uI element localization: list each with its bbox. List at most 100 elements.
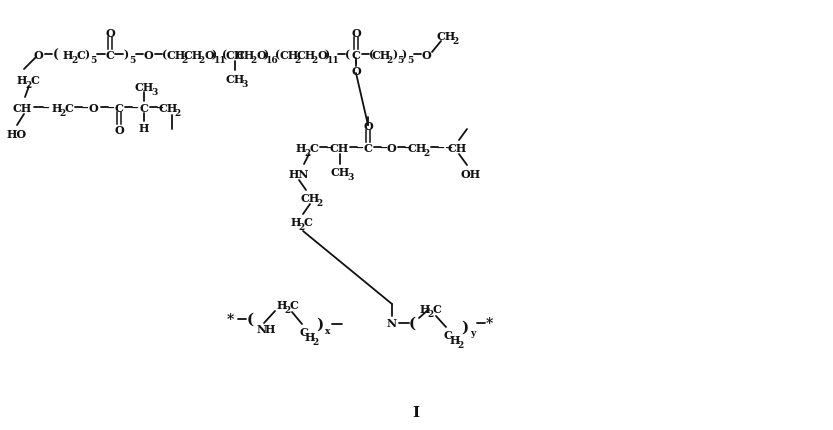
Text: CH: CH xyxy=(158,102,177,113)
Text: 2: 2 xyxy=(26,80,32,89)
Text: H: H xyxy=(62,49,73,60)
Text: H: H xyxy=(139,122,149,133)
Text: O: O xyxy=(204,49,214,60)
Text: HN: HN xyxy=(289,168,309,179)
Text: ): ) xyxy=(461,320,469,334)
Text: C: C xyxy=(140,102,148,113)
Text: OH: OH xyxy=(461,168,481,179)
Text: y: y xyxy=(471,329,476,338)
Text: −: − xyxy=(445,143,453,152)
Text: CH: CH xyxy=(372,49,391,60)
Text: −: − xyxy=(404,143,412,152)
Text: ): ) xyxy=(123,49,128,60)
Text: O: O xyxy=(421,49,431,60)
Text: 16: 16 xyxy=(266,55,278,64)
Text: (: ( xyxy=(276,49,281,60)
Text: −: − xyxy=(42,103,50,112)
Text: H: H xyxy=(291,217,302,228)
Text: HO: HO xyxy=(7,128,27,139)
Text: CH: CH xyxy=(167,49,186,60)
Text: 2: 2 xyxy=(424,148,430,157)
Text: 2: 2 xyxy=(295,55,301,64)
Text: I: I xyxy=(412,405,420,419)
Text: C: C xyxy=(443,330,452,341)
Text: O: O xyxy=(352,28,361,38)
Text: x: x xyxy=(326,327,331,336)
Text: CH: CH xyxy=(279,49,298,60)
Text: 2: 2 xyxy=(458,341,464,350)
Text: (: ( xyxy=(369,49,375,60)
Text: ): ) xyxy=(212,49,217,60)
Text: ): ) xyxy=(263,49,268,60)
Text: (: ( xyxy=(346,49,351,60)
Text: O: O xyxy=(114,125,124,136)
Text: H: H xyxy=(52,102,62,113)
Text: C: C xyxy=(432,304,441,315)
Text: C: C xyxy=(65,102,73,113)
Text: C: C xyxy=(31,74,39,85)
Text: CH: CH xyxy=(226,74,245,84)
Text: H: H xyxy=(17,74,27,85)
Text: ): ) xyxy=(317,317,324,331)
Text: −: − xyxy=(356,143,364,152)
Text: CH: CH xyxy=(329,142,349,153)
Text: C: C xyxy=(363,142,372,153)
Text: C: C xyxy=(310,142,318,153)
Text: 2: 2 xyxy=(305,148,311,157)
Text: CH: CH xyxy=(447,142,466,153)
Text: CH: CH xyxy=(297,49,316,60)
Text: 5: 5 xyxy=(407,55,413,64)
Text: −: − xyxy=(131,103,139,112)
Text: 3: 3 xyxy=(347,173,353,182)
Text: 5: 5 xyxy=(397,55,403,64)
Text: 2: 2 xyxy=(182,55,188,64)
Text: −: − xyxy=(326,143,334,152)
Text: (: ( xyxy=(222,49,227,60)
Text: O: O xyxy=(256,49,266,60)
Text: 2: 2 xyxy=(317,198,323,207)
Text: 2: 2 xyxy=(175,108,181,117)
Text: O: O xyxy=(387,142,396,153)
Text: H: H xyxy=(265,324,275,335)
Text: (: ( xyxy=(53,49,59,61)
Text: O: O xyxy=(352,65,361,76)
Text: O: O xyxy=(363,120,373,131)
Text: −: − xyxy=(437,143,445,152)
Text: ): ) xyxy=(402,49,407,60)
Text: 5: 5 xyxy=(90,55,96,64)
Text: 2: 2 xyxy=(199,55,205,64)
Text: *: * xyxy=(486,316,492,330)
Text: 11: 11 xyxy=(213,55,227,64)
Text: ): ) xyxy=(392,49,397,60)
Text: −: − xyxy=(380,143,388,152)
Text: −: − xyxy=(107,103,115,112)
Text: 2: 2 xyxy=(299,223,305,232)
Text: 2: 2 xyxy=(285,306,291,315)
Text: H: H xyxy=(450,335,460,346)
Text: H: H xyxy=(277,300,287,311)
Text: C: C xyxy=(300,327,308,338)
Text: CH: CH xyxy=(183,49,202,60)
Text: O: O xyxy=(143,49,153,60)
Text: C: C xyxy=(352,49,361,60)
Text: ): ) xyxy=(324,49,330,60)
Text: 2: 2 xyxy=(72,55,78,64)
Text: C: C xyxy=(115,102,123,113)
Text: 3: 3 xyxy=(151,87,157,96)
Text: 11: 11 xyxy=(327,55,339,64)
Text: −: − xyxy=(156,103,164,112)
Text: CH: CH xyxy=(436,31,456,41)
Text: CH: CH xyxy=(236,49,255,60)
Text: 5: 5 xyxy=(129,55,135,64)
Text: CH: CH xyxy=(226,49,245,60)
Text: (: ( xyxy=(247,312,253,326)
Text: 2: 2 xyxy=(453,37,459,46)
Text: CH: CH xyxy=(331,167,350,178)
Text: C: C xyxy=(290,300,298,311)
Text: N: N xyxy=(387,318,397,329)
Text: O: O xyxy=(88,102,97,113)
Text: *: * xyxy=(227,312,233,326)
Text: (: ( xyxy=(162,49,167,60)
Text: CH: CH xyxy=(301,192,320,203)
Text: H: H xyxy=(420,304,430,315)
